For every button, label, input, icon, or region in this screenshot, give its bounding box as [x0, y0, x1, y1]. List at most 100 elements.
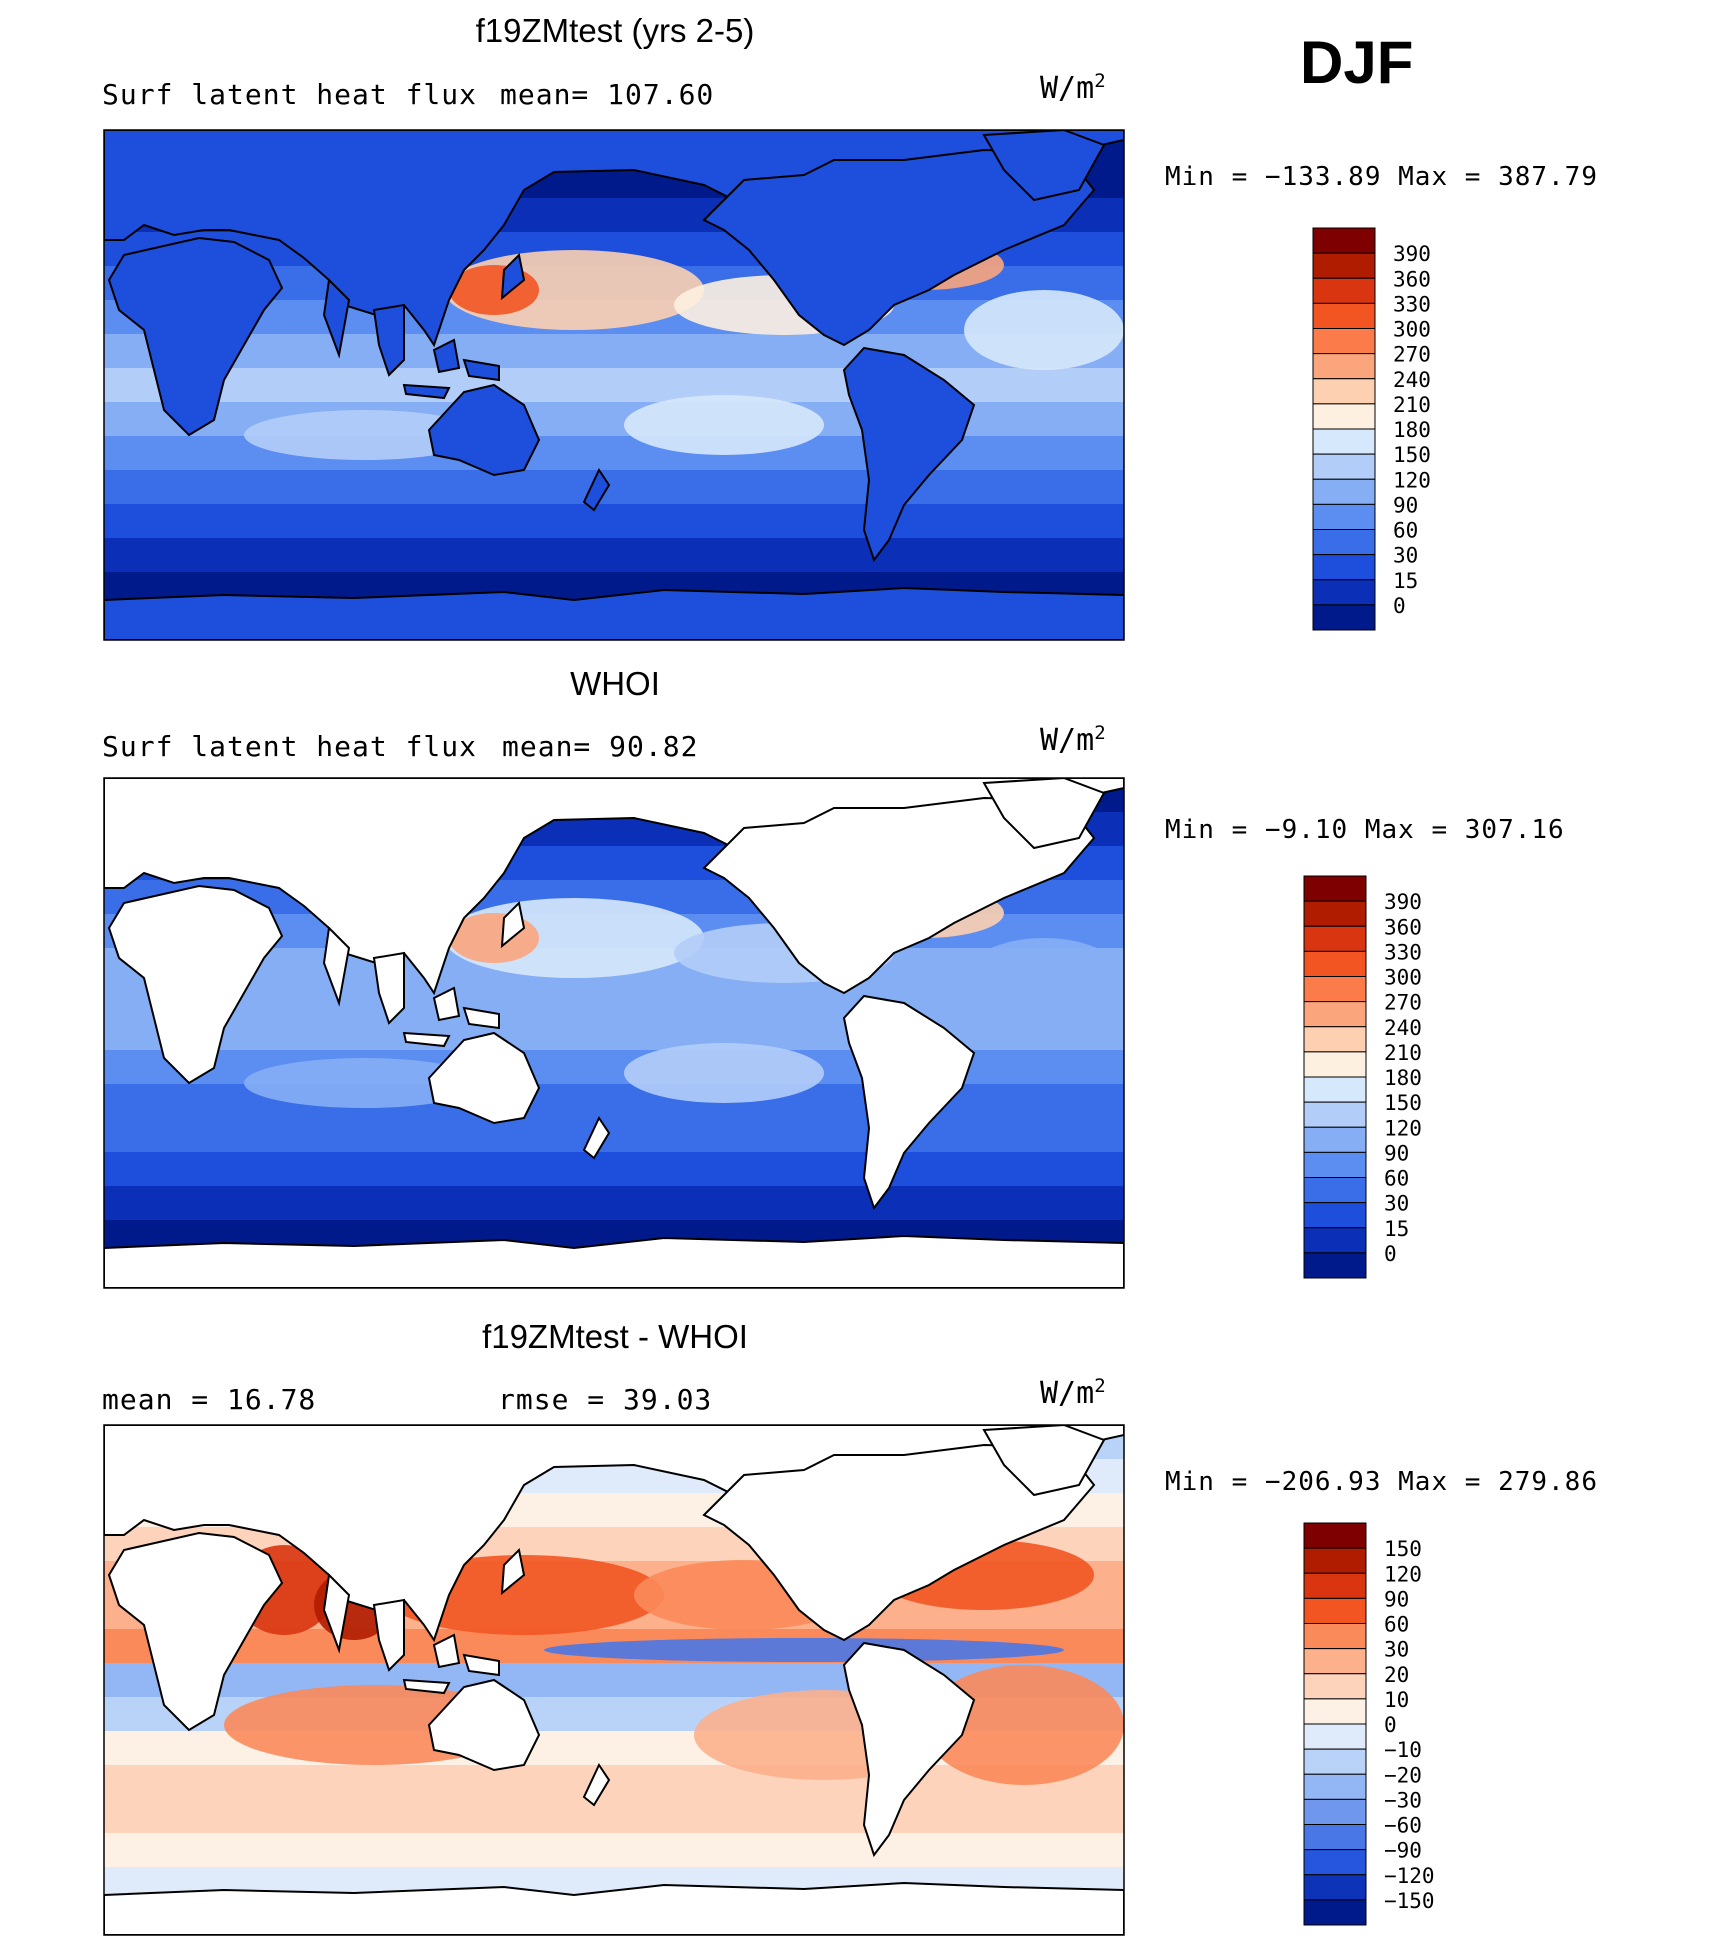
- colorbar-tick-label: 60: [1384, 1613, 1409, 1637]
- colorbar-tick-label: 30: [1384, 1638, 1409, 1662]
- colorbar-swatch: [1303, 1798, 1367, 1825]
- colorbar-tick-label: 20: [1384, 1663, 1409, 1687]
- colorbar-swatch: [1303, 1126, 1367, 1153]
- field-feature: [244, 410, 484, 460]
- field-feature: [244, 1058, 484, 1108]
- colorbar-swatch: [1312, 227, 1376, 254]
- field-band: [104, 538, 1124, 573]
- panel-2-units: W/m2: [1040, 722, 1106, 758]
- map-frame: [103, 129, 1125, 641]
- colorbar-tick-label: 210: [1384, 1041, 1422, 1065]
- colorbar-tick-label: 60: [1393, 519, 1418, 543]
- colorbar-tick-label: 15: [1393, 569, 1418, 593]
- colorbar-swatch: [1303, 1252, 1367, 1279]
- panel-1-units: W/m2: [1040, 70, 1106, 106]
- field-band: [104, 470, 1124, 505]
- field-band: [104, 368, 1124, 403]
- colorbar-swatch: [1303, 1101, 1367, 1128]
- colorbar-swatch: [1303, 1001, 1367, 1028]
- field-band: [104, 982, 1124, 1017]
- colorbar-tick-label: 10: [1384, 1688, 1409, 1712]
- field-feature: [924, 1665, 1124, 1785]
- map-panel-3: [103, 1424, 1125, 1936]
- colorbar-tick-label: 0: [1384, 1713, 1397, 1737]
- colorbar-swatch: [1303, 1673, 1367, 1700]
- colorbar-swatch: [1303, 1177, 1367, 1204]
- colorbar-swatch: [1303, 1227, 1367, 1254]
- panel-2-minmax: Min = −9.10 Max = 307.16: [1165, 815, 1565, 845]
- colorbar-swatch: [1303, 950, 1367, 977]
- field-feature: [964, 290, 1124, 370]
- panel-1-variable-label: Surf latent heat flux: [102, 78, 478, 111]
- field-band: [104, 1152, 1124, 1187]
- colorbar-tick-label: 390: [1393, 242, 1431, 266]
- colorbar-tick-label: −150: [1384, 1889, 1435, 1913]
- colorbar-swatch: [1303, 1698, 1367, 1725]
- colorbar-swatch: [1303, 1202, 1367, 1229]
- panel-1-minmax: Min = −133.89 Max = 387.79: [1165, 162, 1598, 192]
- field-band: [104, 334, 1124, 369]
- colorbar-swatch: [1312, 478, 1376, 505]
- map-frame: [103, 777, 1125, 1289]
- colorbar-tick-label: −90: [1384, 1839, 1422, 1863]
- colorbar-swatch: [1303, 900, 1367, 927]
- field-band: [104, 504, 1124, 539]
- colorbar-swatch: [1312, 529, 1376, 556]
- colorbar-swatch: [1303, 1572, 1367, 1599]
- colorbar-tick-label: −60: [1384, 1814, 1422, 1838]
- colorbar-swatch: [1312, 328, 1376, 355]
- colorbar-tick-label: 270: [1384, 991, 1422, 1015]
- colorbar-swatch: [1303, 1824, 1367, 1851]
- colorbar-tick-label: 300: [1384, 966, 1422, 990]
- colorbar-swatch: [1312, 302, 1376, 329]
- colorbar-tick-label: 90: [1393, 493, 1418, 517]
- colorbar-swatch: [1303, 1899, 1367, 1926]
- colorbar-tick-label: 120: [1393, 468, 1431, 492]
- colorbar-swatch: [1312, 428, 1376, 455]
- colorbar-swatch: [1303, 1874, 1367, 1901]
- field-band: [104, 1799, 1124, 1834]
- colorbar-swatch: [1303, 925, 1367, 952]
- colorbar-swatch: [1303, 1849, 1367, 1876]
- colorbar-tick-label: 360: [1393, 267, 1431, 291]
- colorbar-tick-label: 90: [1384, 1141, 1409, 1165]
- colorbar-swatch: [1303, 1597, 1367, 1624]
- colorbar-swatch: [1303, 1076, 1367, 1103]
- colorbar-swatch: [1312, 554, 1376, 581]
- colorbar-tick-label: 330: [1393, 292, 1431, 316]
- colorbar-swatch: [1303, 1151, 1367, 1178]
- colorbar-tick-label: 0: [1384, 1242, 1397, 1266]
- colorbar-swatch: [1312, 503, 1376, 530]
- colorbar-tick-label: −30: [1384, 1788, 1422, 1812]
- colorbar-tick-label: 150: [1384, 1091, 1422, 1115]
- colorbar-tick-label: 240: [1384, 1016, 1422, 1040]
- panel-3-rmse-label: rmse = 39.03: [498, 1383, 713, 1416]
- colorbar-tick-label: 30: [1393, 544, 1418, 568]
- colorbar-swatch: [1303, 1723, 1367, 1750]
- field-feature: [544, 1638, 1064, 1662]
- colorbar-tick-label: 360: [1384, 915, 1422, 939]
- colorbar-swatch: [1303, 1623, 1367, 1650]
- colorbar-swatch: [1312, 353, 1376, 380]
- field-band: [104, 1186, 1124, 1221]
- field-feature: [964, 938, 1124, 1018]
- colorbar-tick-label: 30: [1384, 1192, 1409, 1216]
- colorbar-tick-label: 0: [1393, 594, 1406, 618]
- colorbar-tick-label: 300: [1393, 318, 1431, 342]
- field-feature: [624, 1043, 824, 1103]
- colorbar-swatch: [1312, 453, 1376, 480]
- colorbar-swatch: [1303, 1522, 1367, 1549]
- colorbar-swatch: [1312, 579, 1376, 606]
- season-label: DJF: [1300, 29, 1414, 96]
- colorbar-swatch: [1312, 277, 1376, 304]
- colorbar-tick-label: 240: [1393, 368, 1431, 392]
- panel-3-title: f19ZMtest - WHOI: [482, 1318, 748, 1355]
- colorbar-tick-label: 330: [1384, 940, 1422, 964]
- field-band: [104, 1833, 1124, 1868]
- colorbar-tick-label: 120: [1384, 1116, 1422, 1140]
- colorbar-tick-label: 90: [1384, 1587, 1409, 1611]
